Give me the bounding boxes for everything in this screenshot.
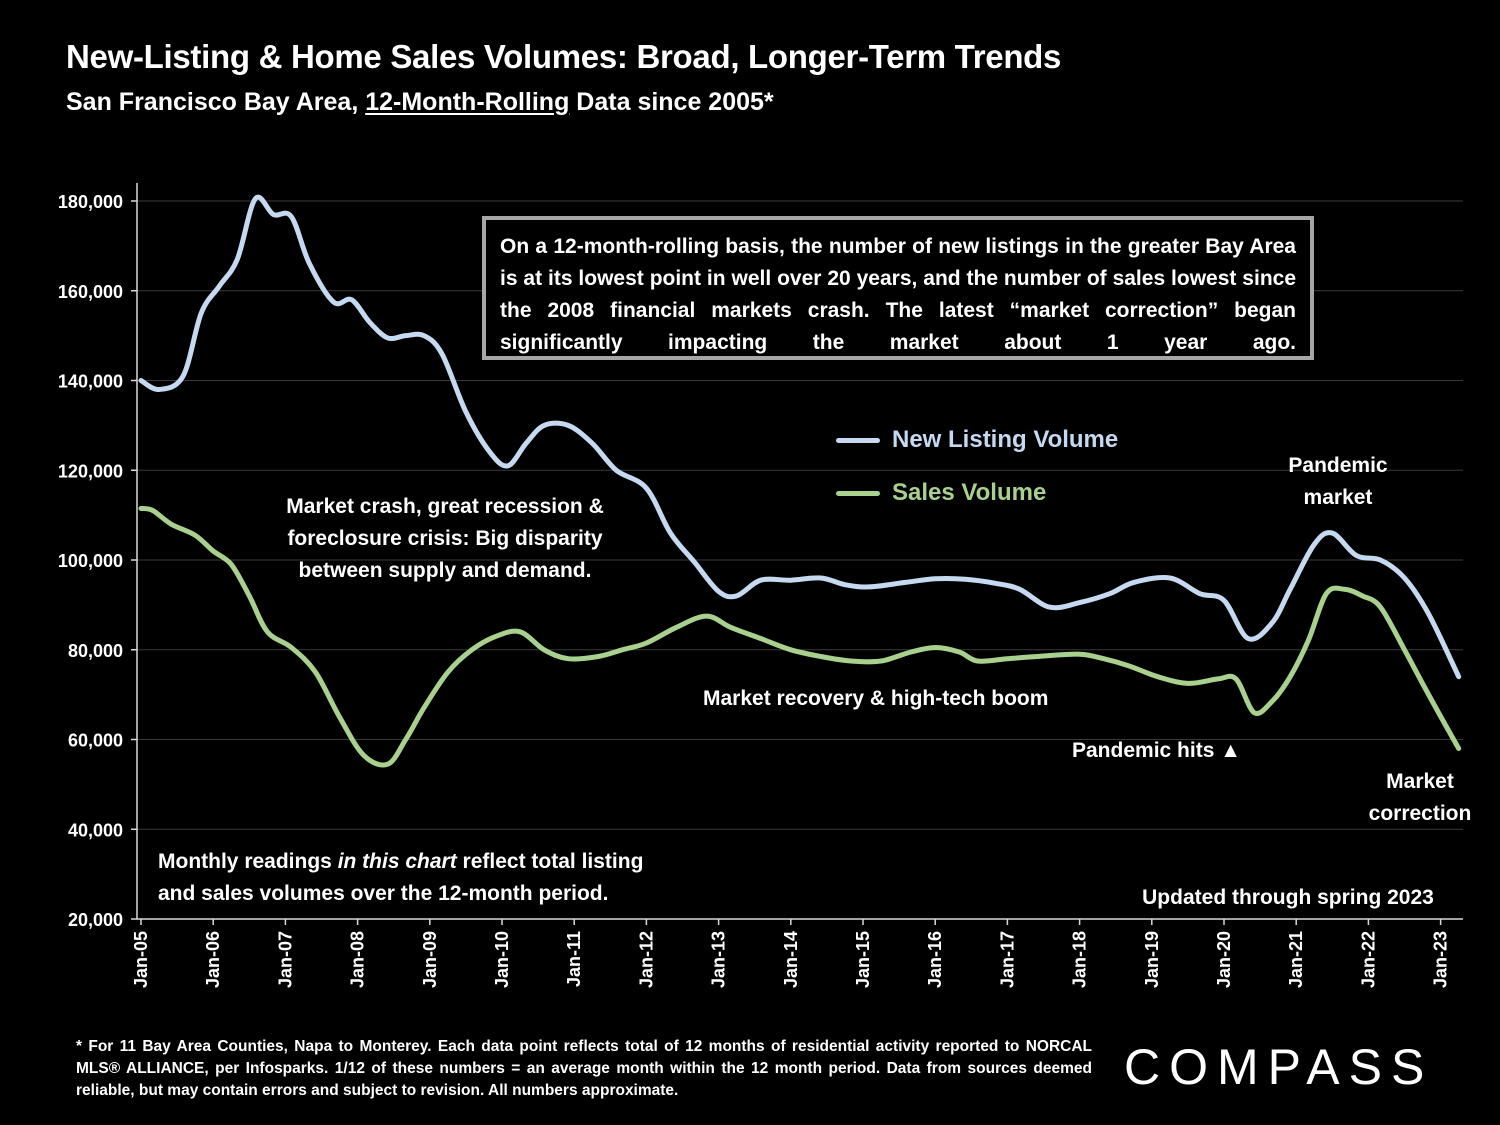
annotation-market-crash: Market crash, great recession & foreclos… [250, 491, 640, 587]
x-tick-label: Jan-12 [636, 931, 656, 988]
gridlines [137, 200, 1463, 830]
x-tick-label: Jan-10 [492, 931, 512, 988]
annotation-pandemic-market: Pandemic market [1268, 450, 1408, 514]
y-tick-label: 40,000 [68, 820, 123, 840]
axes: 20,000 40,000 60,000 80,000 100,000 120,000 14… [58, 183, 1463, 988]
new-listing-volume-line [138, 194, 1462, 680]
y-tick-label: 140,000 [58, 372, 123, 392]
x-tick-label: Jan-20 [1214, 931, 1234, 988]
annotation-monthly-readings: Monthly readings in this chart reflect t… [148, 846, 718, 910]
x-tick-label: Jan-19 [1142, 931, 1162, 988]
x-tick-label: Jan-21 [1286, 931, 1306, 988]
monthly-line1-c: reflect total listing [456, 850, 644, 873]
legend-label-new-listing: New Listing Volume [892, 426, 1119, 453]
x-tick-label: Jan-16 [925, 931, 945, 988]
x-tick-label: Jan-17 [997, 931, 1017, 988]
y-tick-label: 60,000 [68, 731, 123, 751]
annotation-market-crash-line3: between supply and demand. [298, 559, 592, 582]
legend-item-sales: Sales Volume [836, 479, 1046, 507]
compass-logo: COMPASS [1124, 1040, 1433, 1090]
annotation-pandemic-market-line1: Pandemic [1288, 454, 1388, 477]
sales-volume-line [138, 505, 1462, 768]
summary-callout: On a 12-month-rolling basis, the number … [482, 216, 1314, 360]
annotation-market-correction: Market correction [1340, 766, 1500, 828]
compass-logo-text: COMPASS [1124, 1040, 1433, 1090]
y-tick-label: 180,000 [58, 192, 123, 212]
chart-title: New-Listing & Home Sales Volumes: Broad,… [66, 38, 1062, 75]
x-tick-label: Jan-08 [348, 931, 368, 988]
x-tick-label: Jan-11 [564, 931, 584, 987]
chart-subtitle: San Francisco Bay Area, 12-Month-Rolling… [66, 88, 774, 117]
y-tick-label: 160,000 [58, 282, 123, 302]
x-tick-label: Jan-18 [1070, 931, 1090, 988]
x-tick-label: Jan-13 [709, 931, 729, 988]
series-lines [138, 194, 1462, 768]
legend-swatch-sales [836, 490, 880, 496]
x-tick-label: Jan-23 [1431, 931, 1451, 988]
monthly-line1-a: Monthly readings [158, 850, 338, 873]
subtitle-underlined: 12-Month-Rolling [365, 88, 570, 116]
annotation-pandemic-market-line2: market [1303, 486, 1373, 509]
x-tick-label: Jan-14 [781, 931, 801, 988]
y-tick-label: 120,000 [58, 461, 123, 481]
annotation-market-correction-line1: Market [1386, 770, 1454, 793]
legend-swatch-new-listing [836, 437, 880, 443]
annotation-monthly-readings-line2: and sales volumes over the 12-month peri… [158, 882, 609, 905]
x-tick-label: Jan-05 [131, 931, 151, 988]
subtitle-prefix: San Francisco Bay Area, [66, 88, 366, 116]
y-tick-label: 100,000 [58, 551, 123, 571]
annotation-market-correction-line2: correction [1368, 802, 1472, 825]
x-tick-label: Jan-07 [275, 931, 295, 988]
annotation-updated: Updated through spring 2023 [1116, 882, 1460, 914]
monthly-line1-b: in this chart [337, 850, 457, 873]
annotation-monthly-readings-line1: Monthly readings in this chart reflect t… [158, 846, 718, 878]
annotation-market-recovery: Market recovery & high-tech boom [703, 687, 1049, 710]
y-tick-label: 20,000 [68, 910, 123, 930]
annotation-market-crash-line1: Market crash, great recession & [286, 495, 604, 518]
legend-label-sales: Sales Volume [892, 479, 1047, 506]
annotation-pandemic-hits: Pandemic hits ▲ [1072, 739, 1241, 762]
annotation-market-crash-line2: foreclosure crisis: Big disparity [287, 527, 603, 550]
summary-callout-text: On a 12-month-rolling basis, the number … [500, 235, 1296, 354]
y-tick-label: 80,000 [68, 641, 123, 661]
footnote: * For 11 Bay Area Counties, Napa to Mont… [76, 1038, 1092, 1099]
x-tick-label: Jan-22 [1358, 931, 1378, 988]
x-tick-label: Jan-15 [853, 931, 873, 988]
x-tick-label: Jan-06 [203, 931, 223, 988]
legend-item-new-listing: New Listing Volume [836, 426, 1118, 454]
x-tick-label: Jan-09 [420, 931, 440, 988]
subtitle-suffix: Data since 2005* [569, 88, 774, 116]
